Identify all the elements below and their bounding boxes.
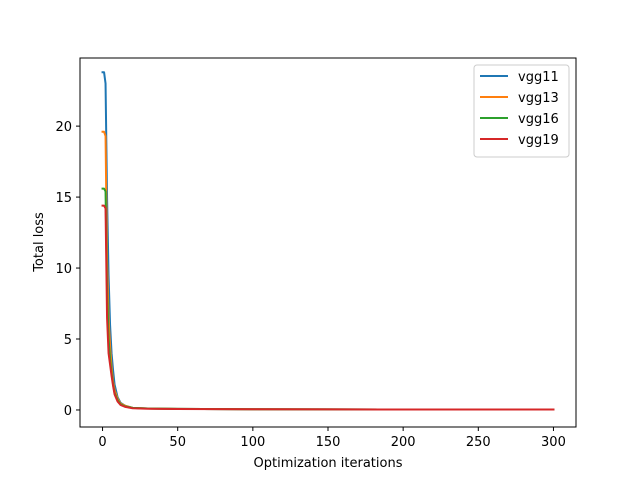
legend-label-vgg16: vgg16 <box>518 112 559 127</box>
y-tick-label: 15 <box>55 191 72 206</box>
legend-box <box>473 64 570 158</box>
y-tick-label: 10 <box>55 262 72 277</box>
x-tick-label: 200 <box>391 435 416 450</box>
x-tick-label: 150 <box>316 435 341 450</box>
series-lines <box>101 71 555 411</box>
y-axis-ticks: 0 5 10 15 20 <box>55 120 80 419</box>
x-axis-ticks: 0 50 100 150 200 250 300 <box>98 427 566 450</box>
series-line-vgg19 <box>101 204 555 411</box>
x-tick-label: 50 <box>169 435 186 450</box>
y-tick-label: 0 <box>64 404 72 419</box>
x-tick-label: 300 <box>541 435 566 450</box>
x-tick-label: 250 <box>466 435 491 450</box>
legend-label-vgg19: vgg19 <box>518 133 559 148</box>
x-tick-label: 0 <box>98 435 106 450</box>
legend: vgg11 vgg13 vgg16 vgg19 <box>473 64 570 158</box>
x-axis-label: Optimization iterations <box>254 456 403 471</box>
y-tick-label: 5 <box>64 333 72 348</box>
y-axis-label: Total loss <box>32 212 47 273</box>
series-line-vgg13 <box>101 130 555 411</box>
y-tick-label: 20 <box>55 120 72 135</box>
x-tick-label: 100 <box>240 435 265 450</box>
legend-label-vgg13: vgg13 <box>518 91 559 106</box>
series-line-vgg16 <box>101 187 555 411</box>
legend-label-vgg11: vgg11 <box>518 70 559 85</box>
